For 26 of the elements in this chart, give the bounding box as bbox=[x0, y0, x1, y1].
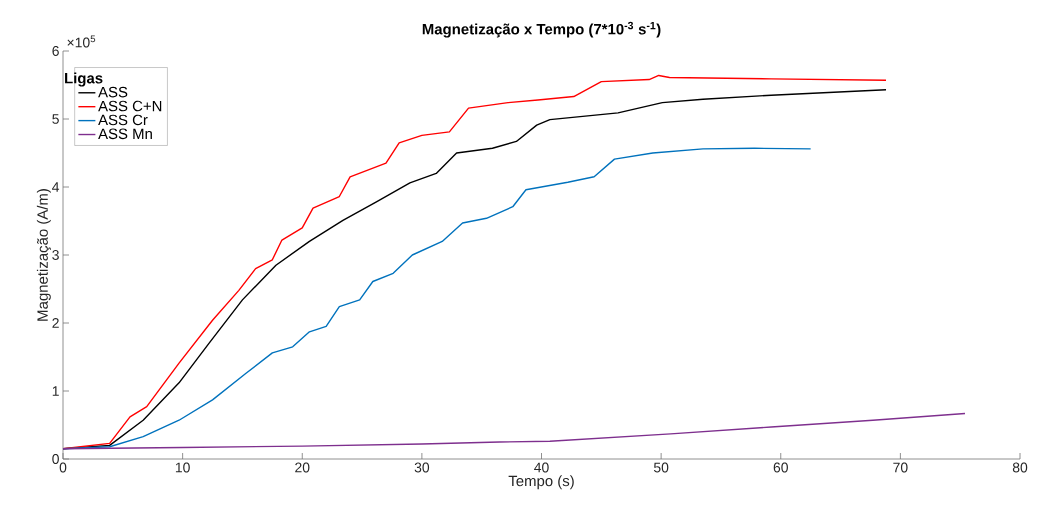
y-tick-label: 5 bbox=[52, 114, 59, 124]
x-axis-title: Tempo (s) bbox=[508, 475, 574, 490]
y-tick-label: 6 bbox=[52, 46, 59, 56]
y-tick-label: 3 bbox=[52, 250, 59, 260]
x-tick-label: 50 bbox=[653, 462, 669, 473]
y-tick-label: 4 bbox=[52, 182, 60, 192]
x-tick-label: 70 bbox=[893, 462, 908, 473]
x-tick-label: 40 bbox=[534, 462, 549, 473]
line-series bbox=[62, 412, 966, 450]
legend-label: ASS C+N bbox=[98, 100, 162, 112]
x-tick-label: 30 bbox=[414, 462, 430, 473]
y-tick-label: 1 bbox=[52, 386, 59, 396]
y-axis-title: Magnetização (A/m) bbox=[36, 189, 51, 321]
y-tick-label: 2 bbox=[52, 318, 59, 328]
chart-title: Magnetização x Tempo (7*10$^{-3}$ s$^{-1}$) bbox=[422, 21, 661, 38]
x-tick-label: 10 bbox=[175, 462, 190, 473]
text: ×10$^{5}$ bbox=[67, 35, 96, 48]
legend-label: ASS bbox=[98, 86, 128, 98]
legend-label: ASS Cr bbox=[98, 114, 148, 126]
legend-title: Ligas bbox=[65, 72, 103, 87]
x-tick-label: 80 bbox=[1012, 462, 1028, 473]
x-tick-label: 0 bbox=[59, 462, 67, 473]
legend-label: ASS Mn bbox=[98, 128, 152, 140]
x-tick-label: 20 bbox=[295, 462, 310, 473]
x-tick-label: 60 bbox=[773, 462, 788, 473]
y-tick-label: 0 bbox=[52, 454, 59, 464]
